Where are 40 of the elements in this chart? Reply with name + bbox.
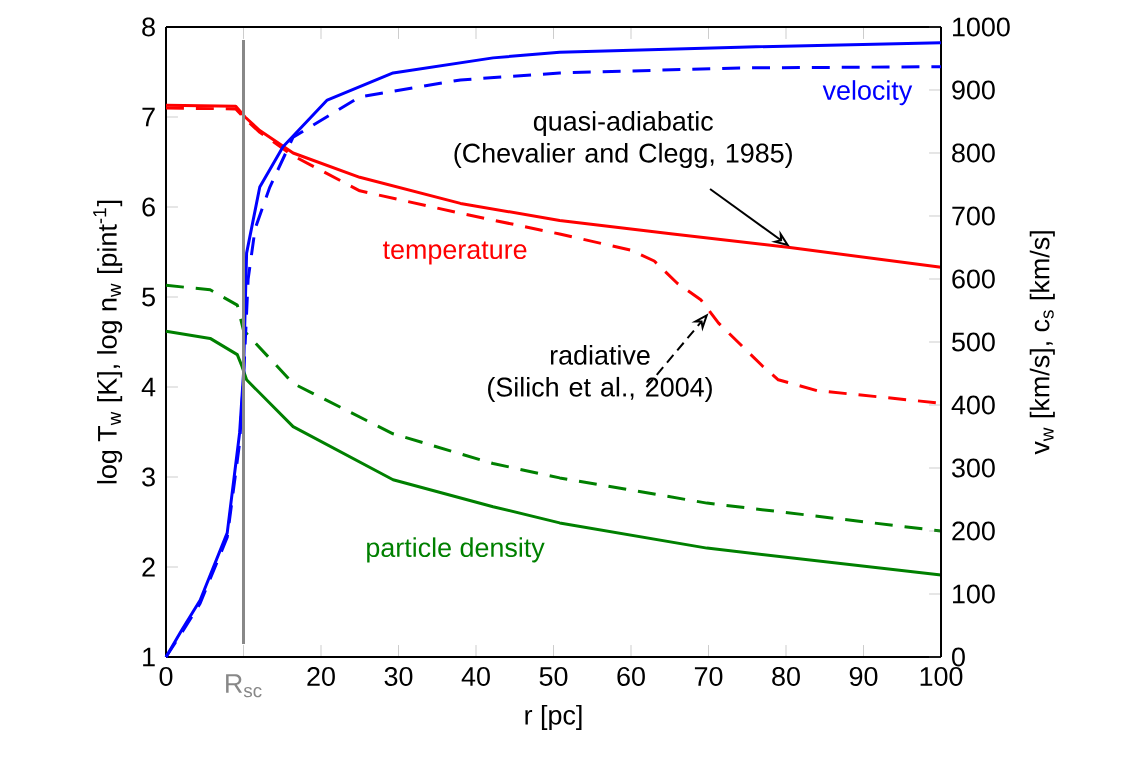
x-tick-label: 80 [772, 666, 800, 686]
series-label: velocity [822, 80, 913, 106]
y2-tick-label: 100 [953, 584, 995, 604]
x-axis-title: r [pc] [525, 704, 582, 731]
y-tick-label: 4 [141, 377, 156, 397]
x-tick-label: 40 [461, 666, 490, 686]
y2-tick-label: 400 [951, 395, 995, 415]
x-tick-label: 50 [539, 666, 568, 686]
series-label: temperature [382, 241, 527, 265]
y2-tick-label: 200 [952, 521, 995, 541]
x-tick-label: 30 [384, 666, 413, 686]
x-tick-label: 90 [849, 666, 878, 686]
x-tick-label: 60 [617, 666, 645, 686]
x-tick-label: 0 [159, 666, 173, 686]
y2-tick-label: 0 [952, 647, 965, 667]
y2-tick-label: 900 [952, 80, 995, 100]
x-tick-label: 100 [920, 666, 963, 686]
y2-tick-label: 500 [952, 332, 995, 352]
y-tick-label: 7 [142, 107, 155, 127]
series-label: particle density [367, 537, 545, 563]
y2-tick-label: 1000 [953, 17, 1010, 37]
y2-tick-label: 600 [952, 269, 995, 289]
y-tick-label: 8 [142, 17, 155, 37]
annotation: quasi-adiabatic (Chevalier and Clegg, 1985) [454, 111, 792, 168]
y-tick-label: 2 [142, 557, 155, 577]
y-tick-label: 6 [142, 197, 155, 217]
line-series [164, 329, 943, 577]
y-tick-label: 3 [142, 467, 155, 487]
y-axis-title: log T$_{w}$ [K], log n$_{w}$ [pint$^{-1}$] [93, 200, 123, 484]
y-tick-label: 5 [142, 287, 155, 307]
y2-tick-label: 700 [952, 206, 995, 226]
x-tick-label: 70 [694, 666, 723, 686]
y2-tick-label: 800 [952, 143, 995, 163]
x-tick-label: 20 [307, 666, 335, 686]
line-series [164, 283, 943, 533]
y2-axis-title: v$_{w}$ [km/s], c$_{s}$ [km/s] [1029, 231, 1055, 455]
y2-tick-label: 300 [952, 458, 995, 478]
ref-line-label: R$_{sc}$ [226, 674, 262, 698]
annotation: radiative (Silich et al., 2004) [488, 345, 712, 402]
y-tick-label: 1 [143, 647, 155, 667]
